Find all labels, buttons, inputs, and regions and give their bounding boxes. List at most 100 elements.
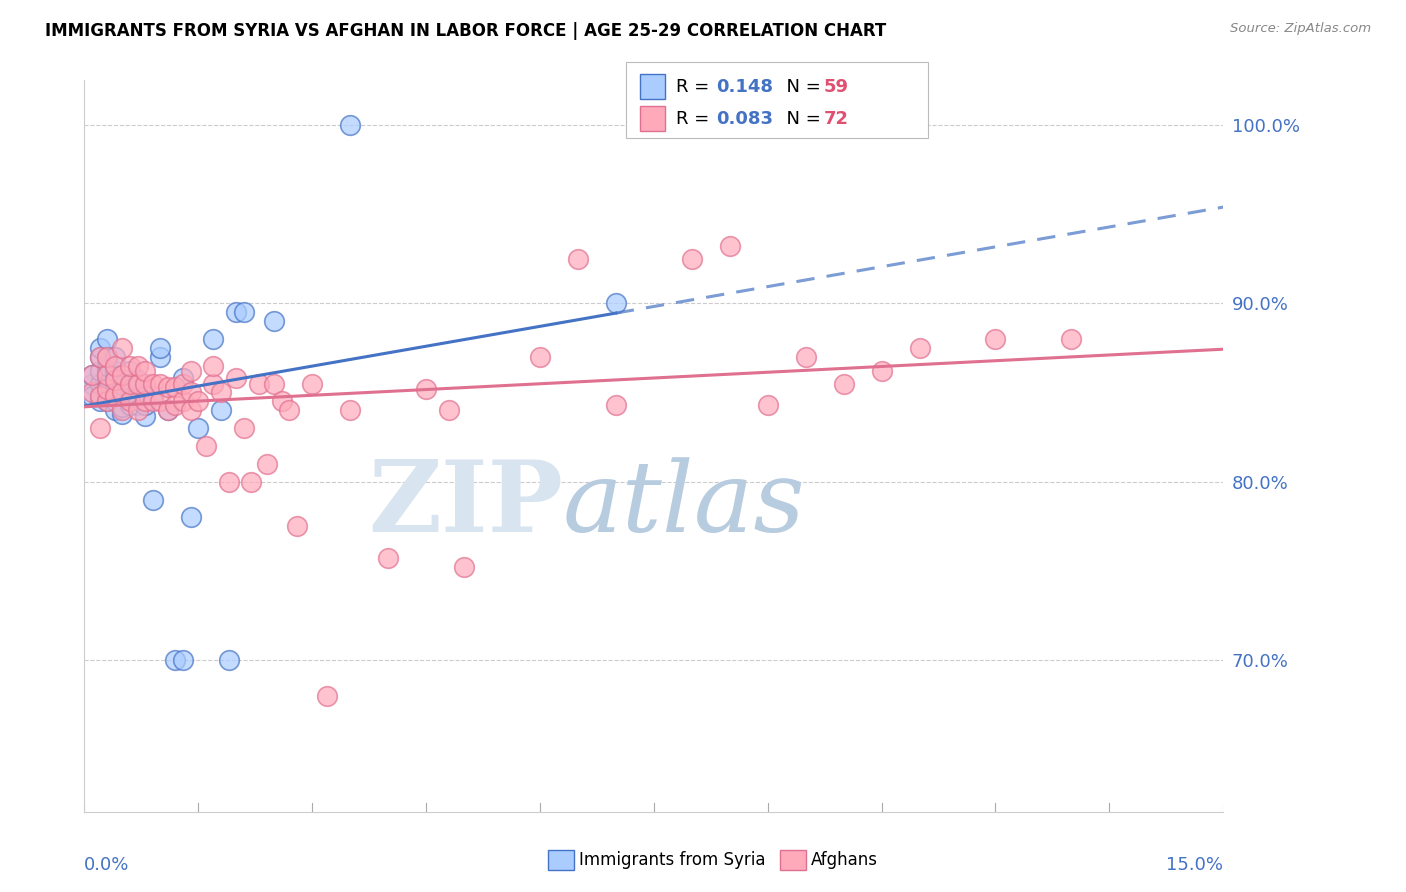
Point <box>247 376 270 391</box>
Text: 15.0%: 15.0% <box>1166 855 1223 873</box>
Point <box>209 403 232 417</box>
Point <box>111 341 134 355</box>
Point <box>127 373 149 387</box>
Point <box>118 394 141 409</box>
Point <box>134 409 156 423</box>
Point <box>89 421 111 435</box>
Point <box>134 389 156 403</box>
Point <box>339 118 361 132</box>
Text: atlas: atlas <box>562 457 806 552</box>
Point <box>681 252 703 266</box>
Point <box>80 376 103 391</box>
Point <box>104 389 127 403</box>
Point <box>89 341 111 355</box>
Point <box>89 389 111 403</box>
Point <box>187 394 209 409</box>
Point <box>149 394 172 409</box>
Point <box>172 653 194 667</box>
Point <box>187 421 209 435</box>
Point <box>156 403 179 417</box>
Point <box>96 364 118 378</box>
Point <box>529 350 551 364</box>
Point <box>209 385 232 400</box>
Point <box>794 350 817 364</box>
Text: ZIP: ZIP <box>368 456 562 553</box>
Point <box>127 403 149 417</box>
Point <box>104 350 127 364</box>
Point <box>104 359 127 373</box>
Point <box>180 385 202 400</box>
Point <box>377 551 399 566</box>
Point <box>104 382 127 396</box>
Point <box>104 403 127 417</box>
Point <box>142 389 165 403</box>
Point <box>118 382 141 396</box>
Point <box>89 364 111 378</box>
Point <box>1060 332 1083 346</box>
Point <box>172 371 194 385</box>
Point <box>232 305 254 319</box>
Point <box>567 252 589 266</box>
Point <box>96 368 118 382</box>
Point <box>202 359 225 373</box>
Text: 0.148: 0.148 <box>716 78 773 95</box>
Point <box>453 560 475 574</box>
Point <box>96 389 118 403</box>
Point <box>111 385 134 400</box>
Text: N =: N = <box>775 78 827 95</box>
Point <box>96 332 118 346</box>
Point <box>232 421 254 435</box>
Point <box>80 368 103 382</box>
Point <box>96 382 118 396</box>
Text: 0.083: 0.083 <box>716 110 773 128</box>
Point <box>202 376 225 391</box>
Point <box>111 403 134 417</box>
Point <box>96 350 118 364</box>
Point <box>142 394 165 409</box>
Point <box>172 376 194 391</box>
Point <box>96 384 118 398</box>
Text: R =: R = <box>676 78 716 95</box>
Point <box>89 350 111 364</box>
Point <box>118 364 141 378</box>
Point <box>263 314 285 328</box>
Text: Immigrants from Syria: Immigrants from Syria <box>579 851 766 869</box>
Point <box>832 376 855 391</box>
Point <box>127 376 149 391</box>
Point <box>256 457 278 471</box>
Point <box>104 394 127 409</box>
Point <box>149 376 172 391</box>
Point <box>263 376 285 391</box>
Point <box>180 403 202 417</box>
Text: 59: 59 <box>824 78 849 95</box>
Point <box>316 689 339 703</box>
Point <box>134 398 156 412</box>
Point <box>202 332 225 346</box>
Point <box>908 341 931 355</box>
Point <box>225 371 247 385</box>
Point <box>111 368 134 382</box>
Point <box>96 376 118 391</box>
Point <box>118 359 141 373</box>
Point <box>142 376 165 391</box>
Point <box>180 364 202 378</box>
Point <box>80 368 103 382</box>
Point <box>278 403 301 417</box>
Point <box>80 385 103 400</box>
Point <box>96 350 118 364</box>
Point <box>156 403 179 417</box>
Text: Afghans: Afghans <box>811 851 879 869</box>
Point <box>127 398 149 412</box>
Point <box>218 653 240 667</box>
Point <box>104 389 127 403</box>
Point <box>180 510 202 524</box>
Text: 0.0%: 0.0% <box>84 855 129 873</box>
Point <box>134 364 156 378</box>
Point <box>165 653 187 667</box>
Point <box>118 391 141 405</box>
Point <box>415 382 437 396</box>
Point <box>605 398 627 412</box>
Point <box>194 439 217 453</box>
Point <box>437 403 460 417</box>
Text: IMMIGRANTS FROM SYRIA VS AFGHAN IN LABOR FORCE | AGE 25-29 CORRELATION CHART: IMMIGRANTS FROM SYRIA VS AFGHAN IN LABOR… <box>45 22 886 40</box>
